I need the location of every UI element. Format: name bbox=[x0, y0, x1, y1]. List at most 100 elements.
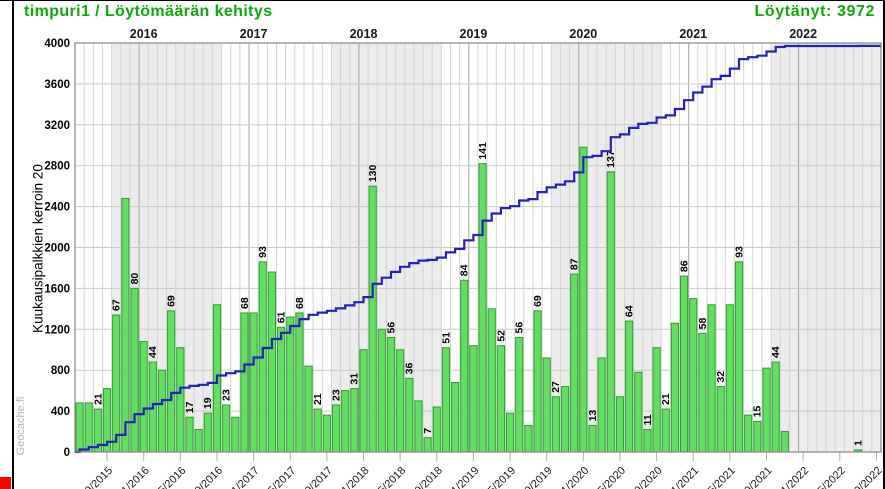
bar-value-label: 68 bbox=[294, 297, 306, 309]
plot-frame bbox=[74, 42, 882, 453]
bar bbox=[579, 146, 588, 453]
bar bbox=[670, 322, 679, 453]
bar bbox=[167, 310, 176, 453]
bar bbox=[597, 357, 606, 453]
bar bbox=[734, 261, 744, 453]
x-tick-label: 1/2019 bbox=[449, 465, 481, 489]
y-tick-label: 1200 bbox=[44, 324, 70, 336]
bar bbox=[725, 304, 734, 453]
bar bbox=[377, 328, 386, 453]
bar bbox=[707, 304, 716, 453]
x-tick-label: 5/2019 bbox=[486, 465, 518, 489]
bar-value-label: 93 bbox=[733, 246, 745, 258]
cumulative-line bbox=[75, 44, 881, 454]
bar bbox=[286, 316, 295, 453]
x-tick-label: 5/2018 bbox=[376, 465, 408, 489]
y-tick-label: 3200 bbox=[44, 120, 70, 132]
bar bbox=[112, 314, 121, 453]
bar bbox=[359, 349, 368, 453]
bar bbox=[680, 275, 689, 453]
bar bbox=[295, 312, 304, 453]
bar-value-label: 19 bbox=[202, 397, 214, 409]
bar-value-label: 93 bbox=[257, 246, 269, 258]
bar bbox=[542, 357, 551, 453]
x-tick-label: 9/2016 bbox=[193, 465, 225, 489]
bar-value-label: 13 bbox=[587, 410, 599, 422]
x-tick-label: 9/2021 bbox=[742, 465, 774, 489]
bar bbox=[643, 429, 652, 453]
found-count: Löytänyt: 3972 bbox=[754, 3, 875, 20]
x-tick-label: 9/2015 bbox=[83, 465, 115, 489]
bar bbox=[405, 377, 414, 453]
x-tick-label: 9/2020 bbox=[632, 465, 664, 489]
bar bbox=[744, 414, 753, 453]
bar bbox=[716, 386, 725, 453]
bar bbox=[451, 381, 460, 453]
x-tick-label: 5/2016 bbox=[156, 465, 188, 489]
x-tick-label: 5/2020 bbox=[596, 465, 628, 489]
bar bbox=[441, 347, 451, 453]
bar bbox=[661, 408, 670, 453]
bar bbox=[194, 429, 203, 453]
bar bbox=[460, 279, 469, 453]
bar bbox=[368, 185, 377, 453]
bar-value-label: 21 bbox=[312, 393, 324, 405]
y-axis-title: Kuukausipalkkien kerroin 20 bbox=[30, 164, 46, 333]
bar bbox=[267, 271, 277, 453]
top-border-line bbox=[0, 0, 885, 1]
bar-value-label: 32 bbox=[715, 371, 727, 383]
year-label: 2018 bbox=[350, 27, 378, 41]
bar bbox=[780, 431, 789, 453]
bar bbox=[625, 320, 634, 453]
x-tick-label: 9/2018 bbox=[413, 465, 445, 489]
bar-value-label: 84 bbox=[459, 264, 471, 276]
watermark: Geocache.fi bbox=[15, 396, 27, 456]
x-tick-label: 5/2021 bbox=[706, 465, 738, 489]
bar bbox=[203, 412, 212, 453]
bar bbox=[249, 312, 258, 453]
bar-value-label: 11 bbox=[642, 414, 654, 425]
bar-value-label: 130 bbox=[367, 164, 379, 182]
bar bbox=[487, 308, 496, 453]
bar bbox=[222, 404, 231, 453]
bar bbox=[762, 367, 771, 453]
bar bbox=[551, 396, 560, 453]
bar bbox=[560, 386, 570, 453]
bar bbox=[606, 171, 615, 453]
bar bbox=[84, 402, 93, 453]
x-tick-label: 5/2022 bbox=[816, 465, 848, 489]
bar-value-label: 137 bbox=[605, 150, 617, 168]
bar bbox=[157, 369, 167, 453]
bar-value-label: 15 bbox=[752, 405, 764, 417]
bar-value-label: 36 bbox=[404, 363, 416, 375]
x-tick-label: 1/2021 bbox=[669, 465, 701, 489]
y-tick-label: 0 bbox=[64, 447, 70, 459]
bar-value-label: 23 bbox=[330, 389, 342, 401]
bar bbox=[515, 336, 524, 453]
bar bbox=[331, 404, 341, 453]
bar bbox=[570, 273, 579, 453]
x-tick-label: 9/2022 bbox=[852, 465, 884, 489]
bar-value-label: 21 bbox=[92, 393, 104, 405]
bar bbox=[652, 347, 661, 453]
bar bbox=[432, 406, 441, 453]
y-tick-label: 2000 bbox=[44, 243, 70, 255]
bar bbox=[423, 437, 432, 453]
bar-value-label: 56 bbox=[385, 322, 397, 334]
bar-value-label: 69 bbox=[166, 295, 178, 307]
bar-value-label: 141 bbox=[477, 142, 489, 160]
x-tick-label: 1/2016 bbox=[120, 465, 152, 489]
bar-value-label: 7 bbox=[422, 428, 434, 434]
x-tick-label: 1/2020 bbox=[559, 465, 591, 489]
bar bbox=[396, 349, 405, 453]
bar bbox=[240, 312, 249, 453]
y-tick-label: 400 bbox=[51, 406, 70, 418]
bar-value-label: 56 bbox=[514, 322, 526, 334]
bar bbox=[478, 163, 487, 453]
bar-value-label: 64 bbox=[624, 305, 636, 317]
bar bbox=[313, 408, 322, 453]
bar bbox=[231, 416, 240, 453]
y-tick-label: 2400 bbox=[44, 202, 70, 214]
y-tick-label: 800 bbox=[51, 365, 70, 377]
